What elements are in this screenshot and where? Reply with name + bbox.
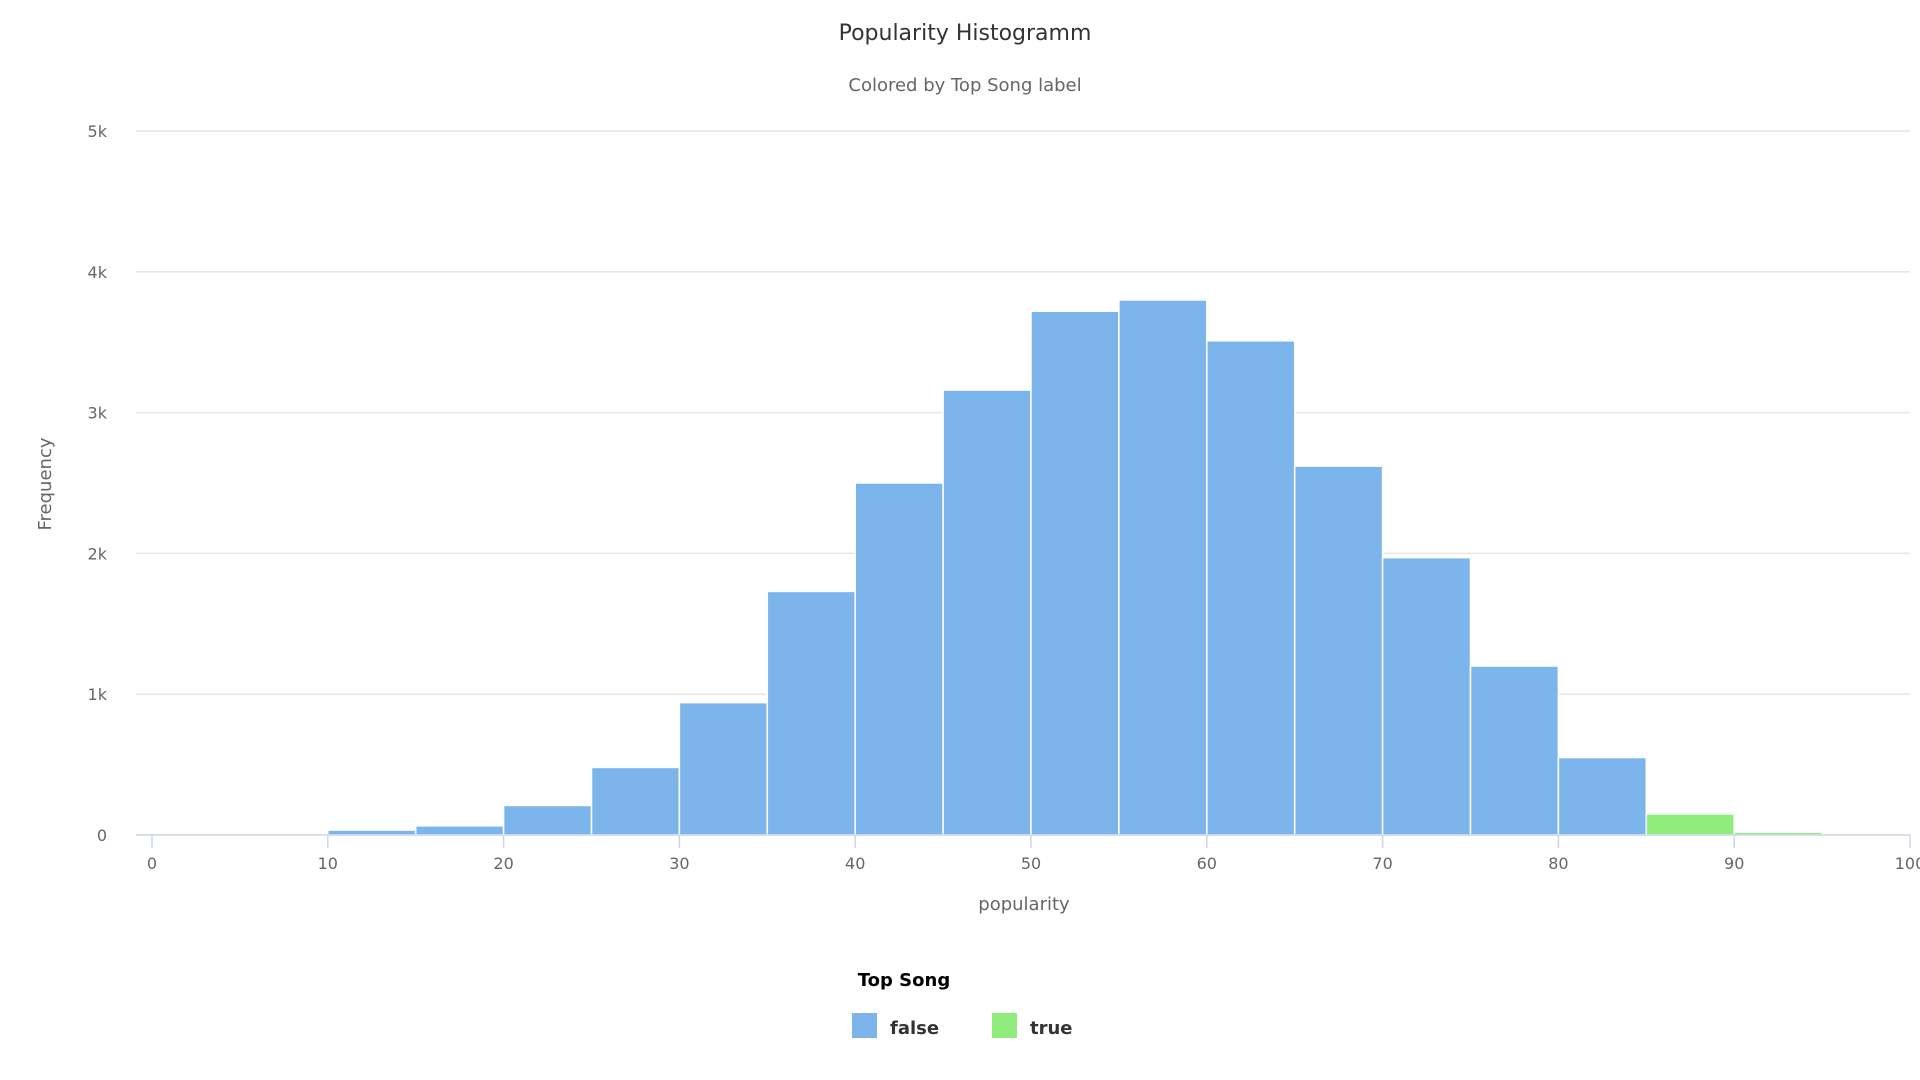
y-tick-label: 3k xyxy=(88,404,108,423)
legend-items: false true xyxy=(852,1013,1073,1039)
axes: 0 1k 2k 3k 4k 5k 0 10 20 30 40 50 60 70 80 90 100 xyxy=(88,122,1920,873)
x-tick-label: 10 xyxy=(318,854,338,873)
x-tick-label: 30 xyxy=(669,854,689,873)
legend-swatch xyxy=(852,1013,877,1038)
histogram-bar[interactable] xyxy=(1206,340,1296,836)
chart-title: Popularity Histogramm xyxy=(839,21,1092,46)
histogram-bar[interactable] xyxy=(854,482,944,836)
x-tick-label: 80 xyxy=(1548,854,1568,873)
x-tick-label: 70 xyxy=(1372,854,1392,873)
legend-title: Top Song xyxy=(858,970,950,991)
legend-item-label[interactable]: true xyxy=(1030,1018,1073,1039)
y-tick-label: 1k xyxy=(88,685,108,704)
x-tick-label: 50 xyxy=(1021,854,1041,873)
y-axis-title: Frequency xyxy=(35,437,56,530)
legend-item-label[interactable]: false xyxy=(890,1018,939,1039)
histogram-bars xyxy=(327,299,1823,836)
histogram-bar[interactable] xyxy=(766,590,856,836)
histogram-bar[interactable] xyxy=(942,389,1032,836)
histogram-bar[interactable] xyxy=(678,701,769,836)
x-tick-label: 100 xyxy=(1895,854,1920,873)
x-tick-label: 0 xyxy=(147,854,157,873)
x-tick-label: 90 xyxy=(1724,854,1744,873)
legend: Top Song false true xyxy=(852,970,1073,1039)
histogram-bar[interactable] xyxy=(1557,756,1648,836)
x-tick-label: 40 xyxy=(845,854,865,873)
histogram-bar[interactable] xyxy=(1645,813,1735,836)
x-axis-title: popularity xyxy=(978,894,1070,915)
histogram-bar[interactable] xyxy=(1293,465,1384,836)
y-tick-label: 0 xyxy=(97,826,107,845)
histogram-bar[interactable] xyxy=(590,766,681,836)
chart-subtitle: Colored by Top Song label xyxy=(848,75,1081,96)
legend-swatch xyxy=(992,1013,1017,1038)
histogram-bar[interactable] xyxy=(1030,310,1120,836)
histogram-bar[interactable] xyxy=(502,804,593,836)
x-tick-label: 60 xyxy=(1197,854,1217,873)
histogram-bar[interactable] xyxy=(1118,299,1208,836)
histogram-bar[interactable] xyxy=(414,825,505,836)
y-tick-label: 4k xyxy=(88,263,108,282)
histogram-bar[interactable] xyxy=(1469,665,1560,836)
x-tick-label: 20 xyxy=(493,854,513,873)
y-tick-label: 2k xyxy=(88,544,108,563)
histogram-bar[interactable] xyxy=(1381,556,1472,836)
y-tick-label: 5k xyxy=(88,122,108,141)
